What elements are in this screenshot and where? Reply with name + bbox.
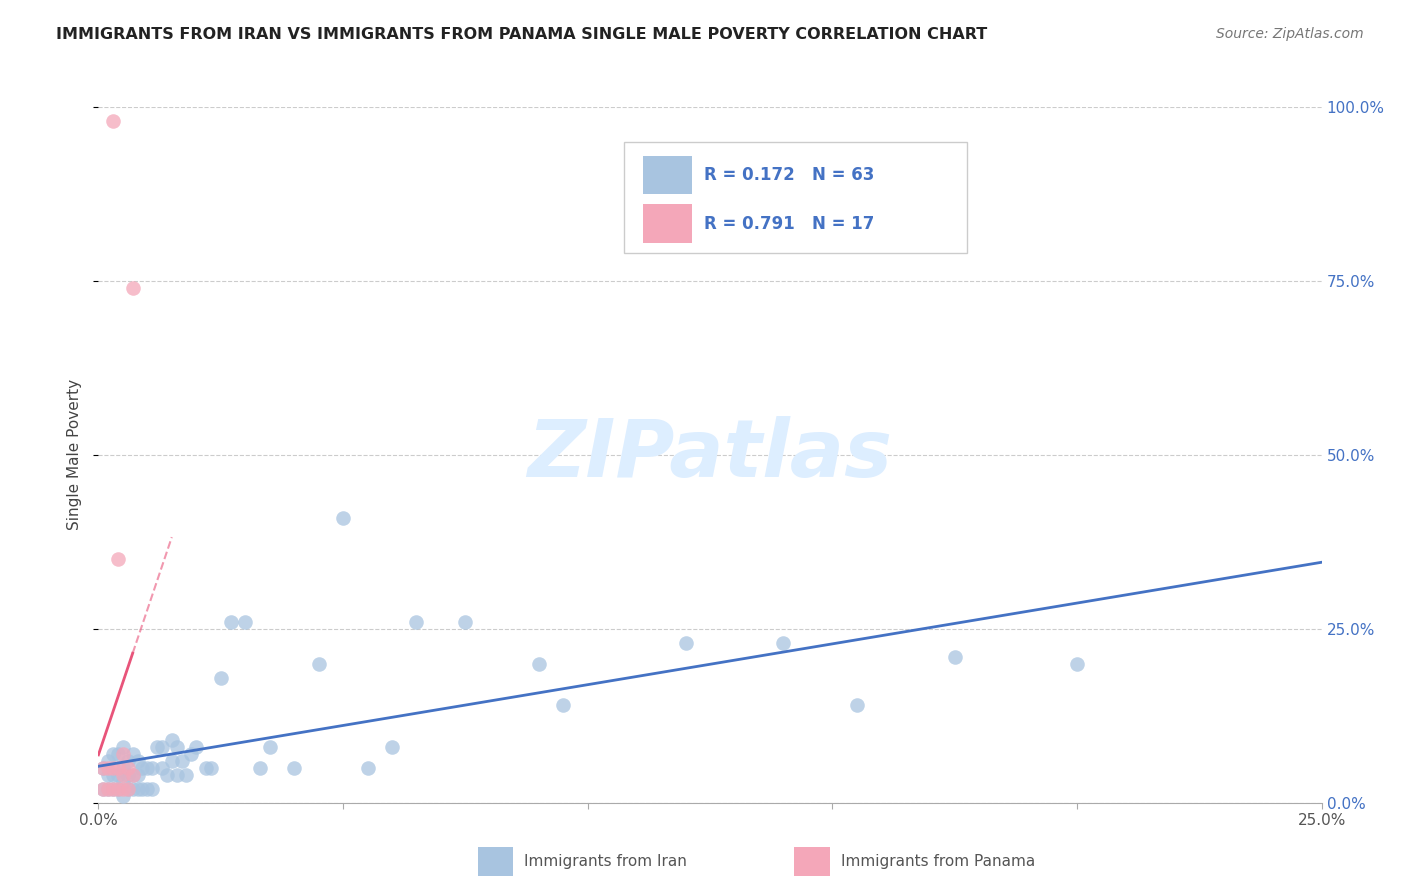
Text: Immigrants from Panama: Immigrants from Panama	[841, 855, 1035, 869]
Point	[107, 781, 129, 796]
Point	[166, 740, 188, 755]
Point	[233, 615, 256, 629]
Text: R = 0.791   N = 17: R = 0.791 N = 17	[704, 215, 875, 233]
Point	[111, 768, 134, 782]
Point	[219, 615, 242, 629]
Point	[97, 754, 120, 768]
Point	[150, 761, 173, 775]
Point	[405, 615, 427, 629]
Text: IMMIGRANTS FROM IRAN VS IMMIGRANTS FROM PANAMA SINGLE MALE POVERTY CORRELATION C: IMMIGRANTS FROM IRAN VS IMMIGRANTS FROM …	[56, 27, 987, 42]
Point	[146, 740, 169, 755]
Point	[97, 768, 120, 782]
Point	[136, 761, 159, 775]
Point	[308, 657, 330, 671]
Point	[553, 698, 575, 713]
Point	[454, 615, 477, 629]
Y-axis label: Single Male Poverty: Single Male Poverty	[67, 379, 83, 531]
Point	[845, 698, 868, 713]
Point	[101, 781, 124, 796]
Point	[127, 768, 149, 782]
Text: R = 0.172   N = 63: R = 0.172 N = 63	[704, 166, 875, 185]
Text: ZIPatlas: ZIPatlas	[527, 416, 893, 494]
Point	[101, 747, 124, 761]
Point	[101, 768, 124, 782]
Point	[97, 781, 120, 796]
Point	[91, 761, 114, 775]
Point	[150, 740, 173, 755]
Point	[111, 761, 134, 775]
Point	[141, 781, 163, 796]
Point	[91, 781, 114, 796]
FancyBboxPatch shape	[643, 156, 692, 194]
Point	[117, 754, 139, 768]
Point	[111, 781, 134, 796]
Point	[381, 740, 404, 755]
Point	[117, 781, 139, 796]
Point	[101, 114, 124, 128]
Point	[121, 781, 143, 796]
Point	[131, 761, 153, 775]
Point	[332, 510, 354, 524]
Point	[111, 775, 134, 789]
FancyBboxPatch shape	[624, 142, 967, 253]
Point	[209, 671, 232, 685]
Point	[772, 636, 794, 650]
Point	[111, 740, 134, 755]
Point	[107, 781, 129, 796]
Point	[117, 781, 139, 796]
Point	[186, 740, 208, 755]
Point	[117, 768, 139, 782]
Point	[160, 733, 183, 747]
Point	[97, 781, 120, 796]
Point	[200, 761, 222, 775]
Point	[121, 768, 143, 782]
Point	[675, 636, 697, 650]
Point	[156, 768, 179, 782]
Point	[121, 747, 143, 761]
Point	[107, 747, 129, 761]
Text: Immigrants from Iran: Immigrants from Iran	[524, 855, 688, 869]
Point	[131, 781, 153, 796]
Point	[136, 781, 159, 796]
Point	[107, 761, 129, 775]
FancyBboxPatch shape	[478, 847, 513, 876]
Point	[180, 747, 202, 761]
Point	[107, 768, 129, 782]
FancyBboxPatch shape	[794, 847, 830, 876]
Point	[249, 761, 271, 775]
Point	[91, 761, 114, 775]
Point	[121, 768, 143, 782]
Point	[111, 747, 134, 761]
Point	[111, 789, 134, 803]
FancyBboxPatch shape	[643, 204, 692, 243]
Point	[101, 781, 124, 796]
Point	[121, 281, 143, 295]
Point	[97, 761, 120, 775]
Text: Source: ZipAtlas.com: Source: ZipAtlas.com	[1216, 27, 1364, 41]
Point	[107, 552, 129, 566]
Point	[141, 761, 163, 775]
Point	[127, 781, 149, 796]
Point	[195, 761, 218, 775]
Point	[283, 761, 305, 775]
Point	[1066, 657, 1088, 671]
Point	[259, 740, 281, 755]
Point	[117, 761, 139, 775]
Point	[527, 657, 550, 671]
Point	[170, 754, 193, 768]
Point	[91, 781, 114, 796]
Point	[176, 768, 198, 782]
Point	[356, 761, 378, 775]
Point	[166, 768, 188, 782]
Point	[101, 761, 124, 775]
Point	[943, 649, 966, 664]
Point	[160, 754, 183, 768]
Point	[127, 754, 149, 768]
